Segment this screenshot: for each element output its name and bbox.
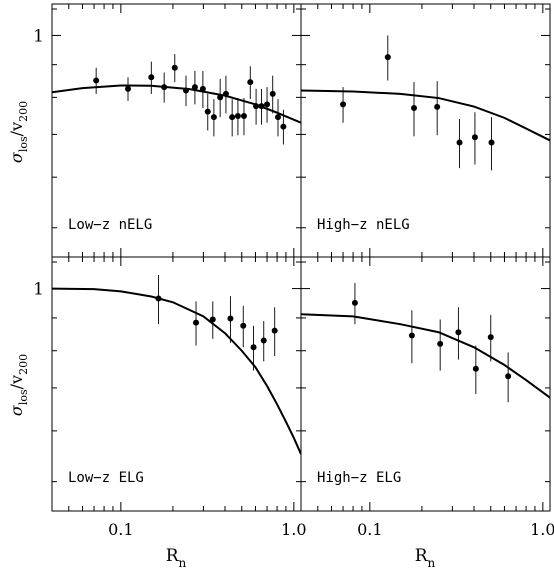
svg-text:σlos/v200: σlos/v200 <box>7 354 30 416</box>
x-tick-label: 1.0 <box>281 520 306 539</box>
data-point <box>191 84 198 91</box>
data-point <box>210 114 217 121</box>
data-point <box>148 74 155 81</box>
data-point <box>488 139 495 146</box>
data-point <box>472 365 479 372</box>
data-point <box>275 114 282 121</box>
model-curve <box>52 287 301 455</box>
data-point <box>161 84 168 91</box>
model-curve <box>301 313 550 399</box>
data-point <box>253 103 260 110</box>
data-point <box>487 334 494 341</box>
svg-text:σlos/v200: σlos/v200 <box>7 101 30 163</box>
data-point <box>271 327 278 334</box>
yaxis-label-bottom: σlos/v200 <box>7 354 30 416</box>
x-tick-label: 1.0 <box>530 520 554 539</box>
panel-title: High−z ELG <box>317 470 401 486</box>
model-curve <box>52 84 301 124</box>
data-point <box>199 85 206 92</box>
data-point <box>260 337 267 344</box>
data-point <box>182 87 189 94</box>
y-tick-label: 1 <box>33 26 44 46</box>
data-point <box>250 344 257 351</box>
panel-bottom-left: 1 0.1 1.0 Low−z ELG <box>33 256 307 539</box>
panel-frame <box>300 256 551 512</box>
x-tick-label: 0.1 <box>357 520 382 539</box>
data-point <box>155 295 162 302</box>
yaxis-label-top: σlos/v200 <box>7 101 30 163</box>
model-curve <box>301 89 550 142</box>
data-point <box>193 319 200 326</box>
panel-top-right: High−z nELG <box>300 3 551 258</box>
panel-bottom-right: 0.1 1.0 High−z ELG <box>300 256 554 539</box>
data-point <box>204 108 211 115</box>
data-point <box>258 103 265 110</box>
data-point <box>269 90 276 97</box>
data-point <box>217 94 224 101</box>
x-tick-label: 0.1 <box>108 520 133 539</box>
xaxis-label-left: Rn <box>166 546 187 570</box>
panel-title: High−z nELG <box>317 217 410 233</box>
data-point <box>171 64 178 71</box>
data-point <box>234 113 241 120</box>
data-point <box>227 315 234 322</box>
data-point <box>437 340 444 347</box>
data-point <box>408 332 415 339</box>
data-point <box>455 329 462 336</box>
data-point <box>471 134 478 141</box>
panel-top-left: 1 Low−z nELG <box>33 3 302 258</box>
data-point <box>93 77 100 84</box>
data-point <box>384 54 391 61</box>
data-point <box>247 79 254 86</box>
data-point <box>209 316 216 323</box>
data-point <box>340 101 347 108</box>
panel-title: Low−z nELG <box>68 217 152 233</box>
data-point <box>411 104 418 111</box>
data-point <box>264 101 271 108</box>
xaxis-label-right: Rn <box>415 546 436 570</box>
data-point <box>240 113 247 120</box>
panel-title: Low−z ELG <box>68 470 144 486</box>
data-point <box>240 322 247 329</box>
data-point <box>229 114 236 121</box>
y-tick-label: 1 <box>33 280 44 300</box>
data-point <box>456 139 463 146</box>
data-point <box>434 103 441 110</box>
data-point <box>280 123 287 130</box>
data-point <box>125 85 132 92</box>
data-point <box>222 90 229 97</box>
panels: 1 Low−z nELG High−z nELG 1 0.1 1.0 Low−z ELG 0.… <box>33 3 554 539</box>
data-point <box>351 299 358 306</box>
data-point <box>505 373 512 380</box>
